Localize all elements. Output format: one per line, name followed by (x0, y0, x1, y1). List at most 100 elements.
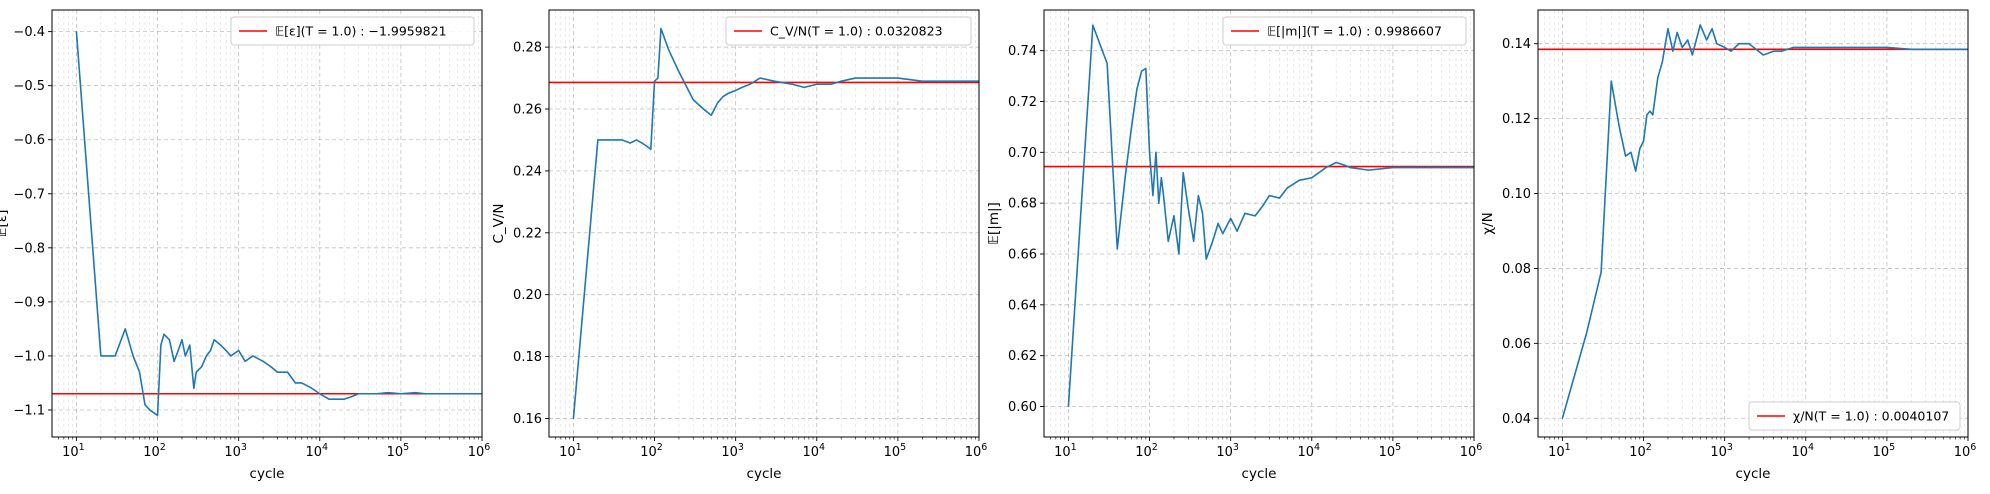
y-tick-label: 0.62 (1008, 349, 1037, 364)
data-point (1286, 187, 1288, 189)
x-tick-label: 101 (62, 442, 85, 460)
data-point (1278, 197, 1281, 199)
chart-panel-2: 101 102 103 104 105 106 0.16 0.18 0.20 0.22 0.24 0.… (491, 9, 987, 482)
legend-label: C_V/N(T = 1.0) : 0.0320823 (770, 24, 943, 39)
data-point (1130, 126, 1133, 128)
y-tick-label: −0.4 (13, 25, 45, 40)
data-point (1148, 151, 1151, 153)
y-tick-label: −0.8 (13, 241, 45, 256)
data-point (650, 148, 652, 150)
data-point (872, 77, 875, 79)
data-point (414, 392, 416, 394)
data-point (1230, 217, 1232, 220)
data-point (156, 414, 159, 416)
plot-frame (1043, 9, 1475, 438)
grid (549, 10, 980, 437)
data-series-line (75, 31, 482, 417)
data-point (1349, 166, 1352, 169)
y-tick-label: −0.7 (13, 187, 45, 202)
data-point (1624, 155, 1627, 157)
data-point (572, 417, 575, 420)
data-point (727, 92, 729, 95)
data-point (641, 142, 643, 144)
data-point (387, 392, 389, 394)
data-point (1201, 212, 1204, 214)
plot-frame (548, 9, 980, 438)
data-point (1067, 405, 1070, 408)
data-point (1152, 194, 1154, 197)
data-point (921, 80, 923, 82)
data-point (225, 349, 227, 352)
data-point (702, 108, 704, 110)
y-tick-label: 0.08 (1502, 262, 1531, 277)
y-tick-label: 0.68 (1008, 197, 1037, 212)
x-tick-label: 103 (1216, 442, 1239, 460)
data-point (173, 360, 175, 362)
data-point (294, 382, 296, 384)
data-point (668, 49, 670, 51)
x-tick-label: 104 (1297, 442, 1320, 460)
data-point (213, 339, 215, 341)
x-tick-label: 105 (884, 442, 907, 460)
data-point (1124, 177, 1126, 179)
data-point (653, 80, 656, 82)
data-point (138, 371, 141, 373)
data-point (184, 355, 186, 357)
x-tick-label: 103 (224, 442, 247, 460)
data-point (1657, 76, 1659, 79)
data-point (1861, 46, 1864, 49)
data-point (646, 145, 648, 147)
data-point (262, 360, 264, 362)
data-point (692, 99, 694, 101)
data-point (209, 349, 212, 352)
data-point (100, 355, 102, 357)
data-point (1738, 43, 1740, 45)
data-point (205, 355, 207, 357)
y-tick-label: −0.5 (13, 79, 45, 94)
data-point (791, 83, 793, 85)
x-tick-label: 101 (1548, 442, 1571, 460)
data-point (1716, 43, 1718, 45)
x-tick-label: 106 (1954, 442, 1977, 460)
data-point (722, 96, 724, 98)
y-tick-label: 0.06 (1502, 337, 1531, 352)
data-point (816, 83, 818, 85)
data-point (1730, 50, 1732, 52)
y-tick-label: −0.6 (13, 133, 45, 148)
data-point (1630, 151, 1632, 153)
plot-frame (1537, 9, 1969, 438)
data-point (749, 83, 751, 85)
x-tick-label: 101 (559, 442, 582, 460)
y-tick-label: 0.10 (1502, 187, 1531, 202)
data-point (144, 403, 146, 406)
x-tick-label: 103 (721, 442, 744, 460)
data-point (1772, 50, 1775, 52)
data-point (611, 139, 613, 141)
legend-label: 𝔼[|m|](T = 1.0) : 0.9986607 (1267, 24, 1442, 39)
legend-label: χ/N(T = 1.0) : 0.0040107 (1793, 409, 1949, 424)
data-point (635, 139, 638, 141)
legend-box (230, 16, 475, 46)
data-point (1106, 62, 1108, 64)
data-point (1236, 230, 1238, 232)
chart-panel-4: 101 102 103 104 105 106 0.04 0.06 0.08 0.10 0.12 0.… (1480, 9, 1977, 482)
data-point (181, 339, 183, 341)
legend: C_V/N(T = 1.0) : 0.0320823 (725, 16, 972, 46)
data-point (160, 344, 162, 346)
data-point (597, 139, 599, 141)
y-tick-label: 0.28 (513, 41, 542, 56)
x-axis-label: cycle (1736, 466, 1771, 482)
data-point (1687, 39, 1689, 41)
legend-box (725, 16, 972, 46)
legend-box (1222, 16, 1467, 46)
data-point (252, 355, 254, 357)
y-tick-label: 0.26 (513, 103, 542, 118)
data-point (830, 83, 832, 85)
data-point (1092, 24, 1094, 26)
x-tick-label: 102 (640, 442, 663, 460)
data-point (149, 409, 151, 411)
data-point (629, 142, 631, 144)
data-point (678, 71, 680, 73)
